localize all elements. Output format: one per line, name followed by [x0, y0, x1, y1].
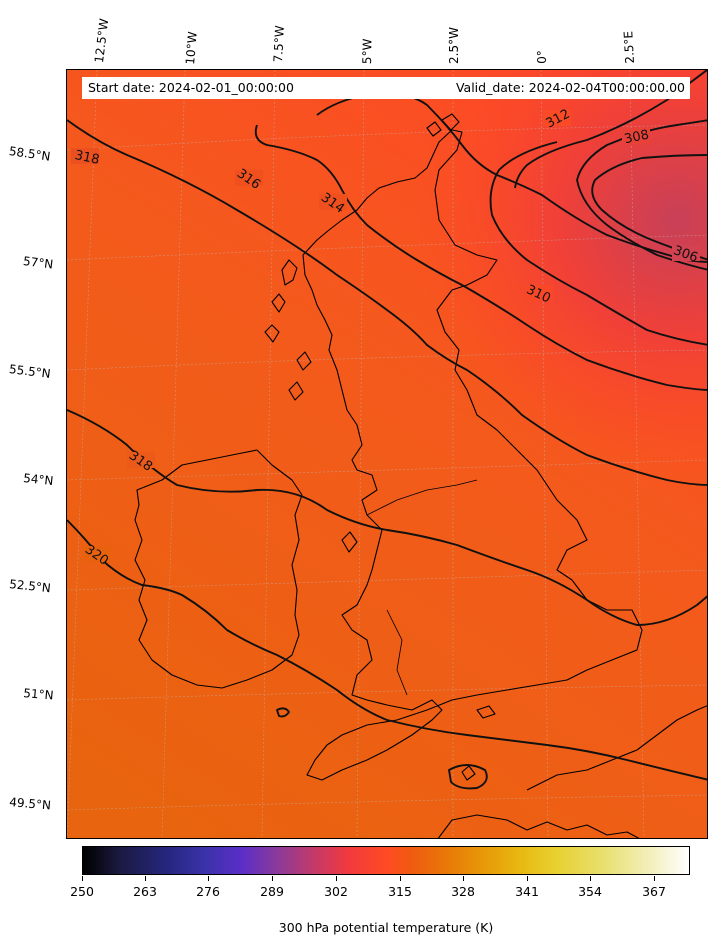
contours [67, 70, 707, 790]
colorbar-tick-289 [272, 876, 273, 881]
isle-of-wight [476, 705, 496, 719]
contour-label-318-a: 318 [73, 148, 100, 168]
colorbar-tick-302 [336, 876, 337, 881]
colorbar-label-263: 263 [133, 884, 157, 899]
wales-border [386, 609, 408, 696]
lon-label-10w: 10°W [183, 30, 200, 66]
colorbar-tick-328 [463, 876, 464, 881]
ireland-coast [134, 449, 303, 689]
colorbar-tick-315 [400, 876, 401, 881]
map-canvas[interactable]: 318 316 314 312 310 308 306 318 320 [67, 70, 708, 839]
colorbar-label-276: 276 [196, 884, 220, 899]
colorbar-tick-250 [82, 876, 83, 881]
channel-islands [461, 765, 476, 781]
lat-label-52-5n: 52.5°N [8, 577, 52, 596]
great-britain-coast [302, 129, 643, 781]
valid-date-text: Valid_date: 2024-02-04T00:00:00.00 [455, 80, 685, 95]
colorbar-title: 300 hPa potential temperature (K) [278, 920, 494, 935]
lat-label-49-5n: 49.5°N [8, 795, 52, 813]
graticule [67, 70, 707, 838]
colorbar [82, 846, 690, 875]
contour-320 [67, 519, 707, 781]
colorbar-label-354: 354 [578, 884, 602, 899]
lon-label-2-5w: 2.5°W [447, 27, 461, 64]
contour-310 [489, 141, 707, 346]
hebrides [264, 259, 312, 401]
colorbar-label-315: 315 [388, 884, 412, 899]
lon-label-5w: 5°W [360, 38, 375, 65]
lat-label-58-5n: 58.5°N [8, 144, 52, 164]
contour-316 [254, 124, 707, 391]
isle-of-man [341, 531, 358, 553]
date-info-box: Start date: 2024-02-01_00:00:00 Valid_da… [82, 77, 690, 99]
coastlines [134, 113, 707, 838]
contour-closed-small-2 [276, 707, 290, 718]
colorbar-label-289: 289 [260, 884, 284, 899]
lat-label-57n: 57°N [22, 254, 55, 272]
colorbar-tick-354 [590, 876, 591, 881]
scotland-england-border [366, 479, 478, 516]
colorbar-label-328: 328 [451, 884, 475, 899]
colorbar-tick-276 [208, 876, 209, 881]
lon-label-12-5w: 12.5°W [92, 17, 112, 64]
contour-318-south [67, 409, 707, 626]
lat-label-55-5n: 55.5°N [8, 362, 52, 381]
contour-label-308: 308 [623, 127, 650, 147]
colorbar-label-302: 302 [324, 884, 348, 899]
colorbar-label-341: 341 [515, 884, 539, 899]
colorbar-label-367: 367 [642, 884, 666, 899]
contour-306 [591, 154, 707, 261]
contour-318-north [67, 119, 707, 486]
colorbar-tick-341 [527, 876, 528, 881]
colorbar-label-250: 250 [70, 884, 94, 899]
lat-label-51n: 51°N [22, 686, 55, 703]
lon-label-7-5w: 7.5°W [271, 25, 287, 63]
france-coast [437, 705, 707, 838]
colorbar-tick-367 [654, 876, 655, 881]
colorbar-tick-263 [145, 876, 146, 881]
contour-312 [514, 70, 707, 189]
contour-308 [576, 119, 707, 271]
lon-label-2-5e: 2.5°E [621, 30, 637, 64]
lat-label-54n: 54°N [22, 471, 55, 489]
start-date-text: Start date: 2024-02-01_00:00:00 [88, 80, 294, 95]
map-panel[interactable]: 318 316 314 312 310 308 306 318 320 [66, 69, 708, 839]
lon-label-0: 0° [534, 50, 549, 64]
contour-closed-small [448, 764, 488, 790]
